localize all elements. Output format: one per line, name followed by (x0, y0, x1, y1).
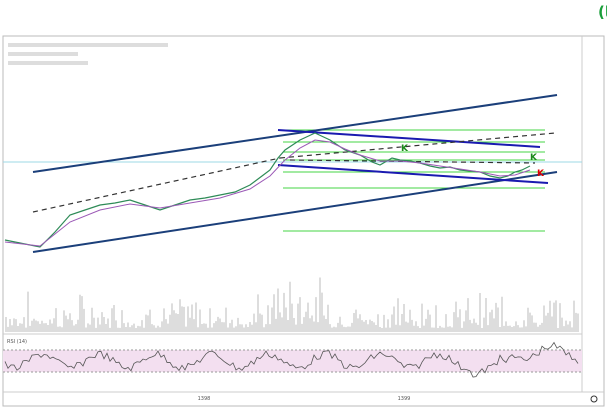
moving-average (4, 139, 531, 247)
descending-channel (277, 129, 549, 184)
rsi-band (3, 350, 582, 372)
volume-bars (5, 277, 579, 332)
rsi-label: RSI (14) (7, 339, 27, 345)
time-label: 1398 (198, 396, 211, 402)
rsi-bounds (3, 349, 582, 373)
signal: K (530, 153, 538, 163)
signal: K (401, 144, 409, 154)
signal: K (537, 169, 545, 179)
rsi-line (4, 341, 579, 378)
settings-icon[interactable] (590, 395, 598, 403)
channel-lines (32, 94, 558, 253)
title: تحلیل تکنیکال رمپنا (گروه مپنا) (598, 3, 607, 22)
dashed-trend (32, 132, 556, 213)
price-series (4, 132, 531, 248)
legend-stub (8, 43, 168, 65)
chart-frame (2, 35, 605, 407)
volume-path (5, 277, 579, 332)
time-label: 1399 (398, 396, 411, 402)
signals: K K K (401, 144, 545, 179)
